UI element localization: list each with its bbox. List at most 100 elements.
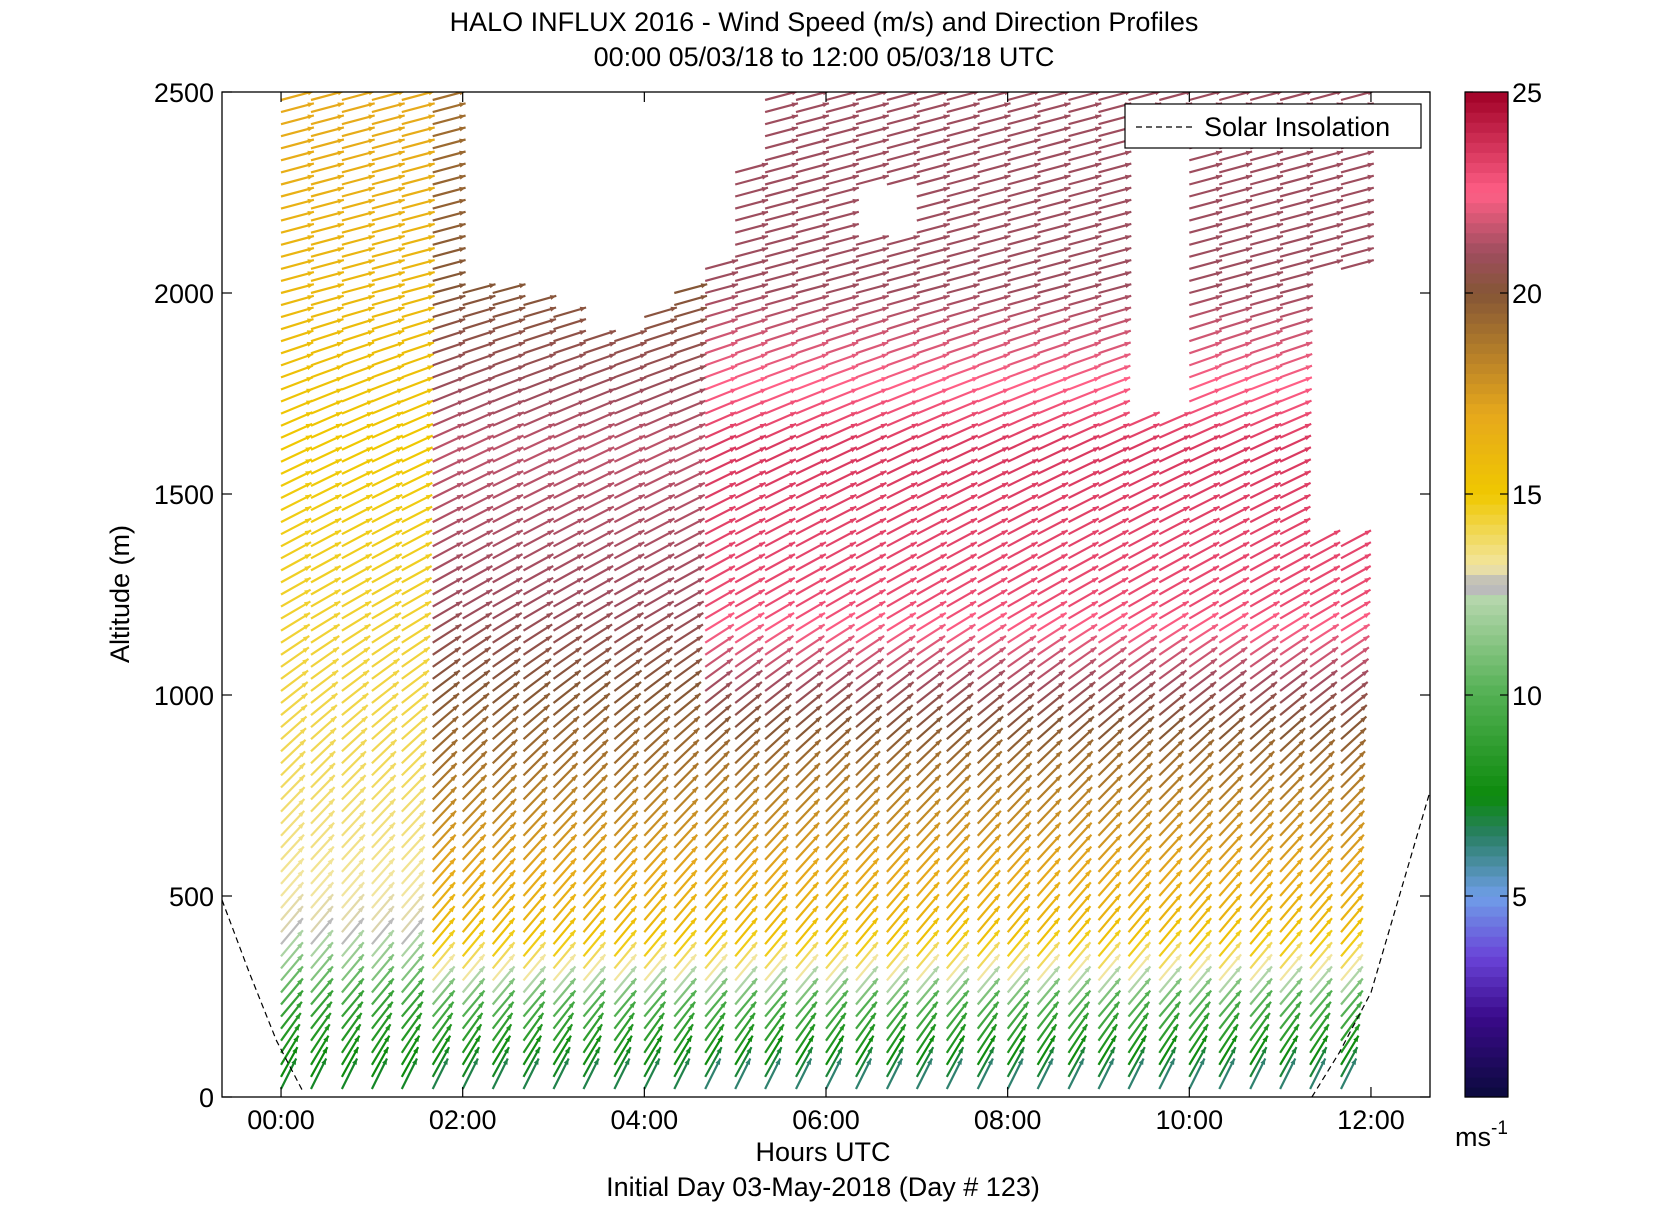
wind-arrow-head (1057, 705, 1064, 711)
wind-arrow-head (812, 918, 818, 925)
wind-arrow-head (688, 1013, 695, 1020)
wind-arrow-head (997, 705, 1004, 711)
wind-arrow-head (426, 412, 434, 417)
wind-arrow-head (425, 494, 433, 500)
wind-arrow-head (333, 601, 341, 607)
wind-arrow-head (1001, 447, 1009, 453)
wind-arrow-head (302, 647, 309, 653)
wind-arrow-head (667, 566, 675, 572)
wind-arrow-head (365, 482, 373, 488)
wind-arrow-head (1144, 906, 1151, 913)
wind-arrow-head (724, 716, 731, 723)
wind-arrow-head (1055, 787, 1062, 794)
wind-arrow-head (973, 126, 980, 132)
wind-arrow-head (756, 647, 764, 653)
wind-arrow-head (784, 728, 791, 735)
wind-arrow-head (1093, 400, 1100, 406)
wind-arrow-head (997, 693, 1004, 700)
wind-arrow-head (818, 601, 826, 607)
wind-arrow-head (1094, 138, 1102, 144)
wind-arrow-head (810, 1013, 816, 1020)
wind-arrow-head (306, 377, 313, 382)
wind-arrow-head (661, 858, 667, 865)
wind-arrow-head (791, 283, 798, 289)
wind-arrow-head (1034, 162, 1041, 168)
wind-arrow-head (1030, 566, 1038, 572)
wind-arrow-head (1094, 353, 1101, 359)
wind-arrow-head (541, 799, 547, 806)
wind-arrow-head (777, 1035, 783, 1043)
wind-arrow-head (395, 566, 402, 572)
wind-arrow-head (602, 716, 609, 723)
wind-arrow-head (337, 162, 344, 168)
wind-arrow-head (1241, 635, 1248, 642)
wind-arrow-head (599, 978, 606, 985)
wind-arrow-head (398, 259, 405, 264)
wind-arrow-head (335, 400, 343, 406)
wind-arrow-head (1092, 518, 1099, 524)
wind-arrow-head (751, 906, 758, 913)
wind-arrow-head (1087, 716, 1094, 723)
wind-arrow-head (757, 612, 765, 619)
wind-arrow-head (1093, 388, 1101, 394)
wind-arrow-head (754, 716, 761, 723)
wind-arrow-head (971, 388, 979, 394)
wind-arrow-head (1114, 954, 1121, 961)
wind-arrow-head (298, 810, 305, 817)
wind-arrow-head (398, 174, 405, 180)
wind-arrow-head (1034, 247, 1041, 252)
wind-arrow-head (508, 990, 515, 997)
wind-arrow-head (1269, 716, 1276, 723)
wind-arrow-head (846, 693, 853, 700)
wind-arrow-head (791, 114, 798, 120)
wind-arrow-head (841, 1001, 847, 1009)
wind-arrow-head (721, 966, 728, 973)
wind-arrow-head (452, 705, 459, 711)
wind-arrow-head (1031, 518, 1038, 524)
wind-arrow-head (994, 882, 1000, 889)
wind-arrow-head (453, 682, 460, 688)
wind-arrow-head (509, 858, 516, 865)
wind-arrow-head (458, 377, 465, 382)
wind-arrow-head (851, 330, 859, 335)
wind-arrow-head (1084, 990, 1091, 997)
wind-arrow-head (729, 459, 736, 464)
wind-arrow-head (758, 530, 766, 536)
wind-arrow-head (819, 530, 827, 536)
wind-arrow-head (880, 471, 887, 476)
wind-arrow-head (1115, 846, 1122, 853)
wind-arrow-head (972, 341, 979, 347)
wind-arrow-head (729, 435, 737, 441)
wind-arrow-head (545, 624, 553, 630)
wind-arrow-head (1245, 211, 1253, 216)
wind-arrow-head (601, 775, 608, 782)
wind-arrow-head (1199, 1058, 1205, 1065)
wind-arrow-head (790, 341, 798, 347)
wind-arrow-head (1148, 682, 1156, 688)
wind-arrow-head (1236, 858, 1242, 865)
wind-arrow-head (425, 542, 432, 548)
wind-arrow-head (1177, 763, 1184, 770)
wind-arrow-head (938, 658, 945, 665)
wind-arrow-head (1177, 751, 1184, 758)
wind-arrow-head (1094, 174, 1102, 180)
wind-arrow-head (334, 530, 342, 536)
wind-arrow-head (968, 635, 976, 642)
wind-arrow-head (943, 174, 950, 180)
wind-arrow-head (1032, 412, 1039, 417)
wind-arrow-head (1051, 1013, 1058, 1020)
wind-arrow-head (459, 295, 466, 300)
wind-arrow-head (1237, 775, 1243, 782)
wind-arrow-head (731, 259, 738, 264)
wind-arrow-head (1031, 494, 1038, 500)
wind-arrow-head (604, 658, 611, 665)
wind-arrow-head (578, 400, 585, 406)
wind-arrow-head (660, 978, 667, 985)
wind-arrow-head (913, 271, 920, 277)
wind-arrow-head (365, 577, 372, 583)
wind-arrow-head (942, 353, 949, 359)
wind-arrow-head (359, 763, 366, 770)
wind-arrow-head (791, 138, 798, 144)
wind-arrow-head (812, 930, 818, 937)
wind-arrow-head (1023, 894, 1030, 901)
